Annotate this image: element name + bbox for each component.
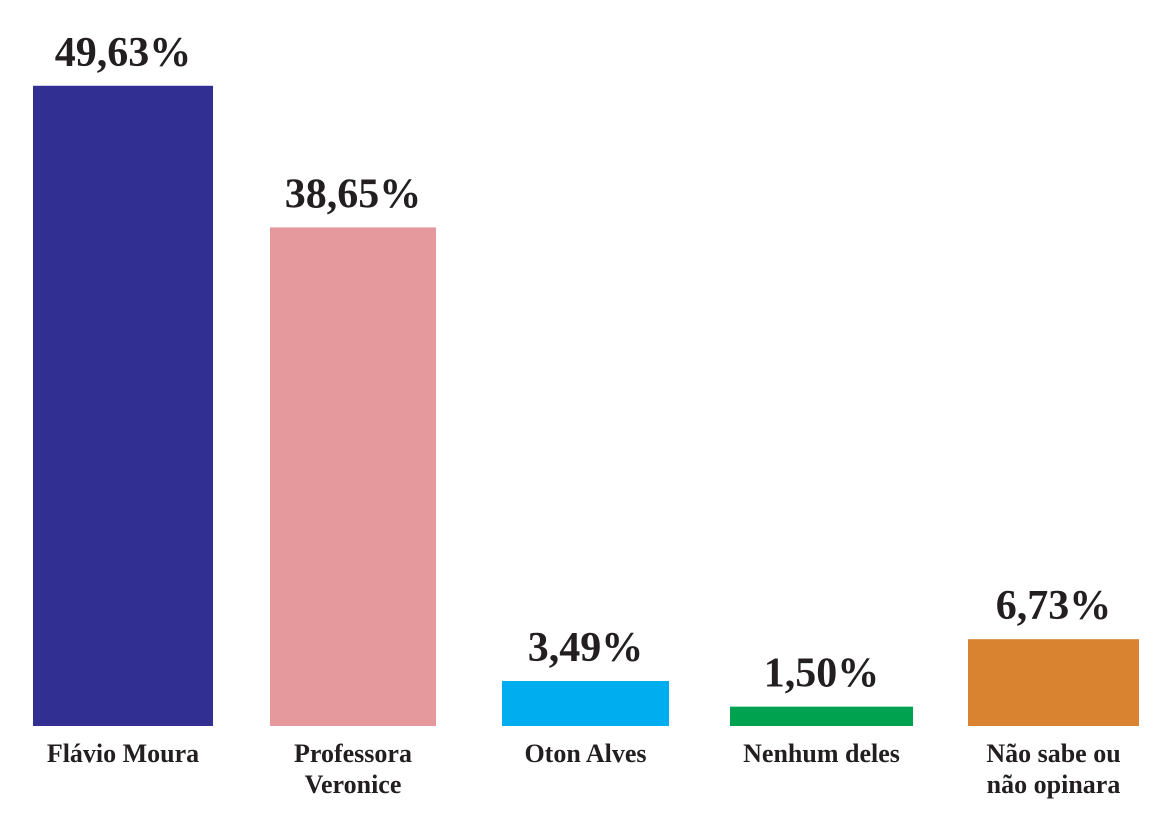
value-label-2: 3,49% (528, 625, 644, 671)
category-label-0-line-0: Flávio Moura (47, 739, 199, 768)
category-label-1: Professora Veronice (294, 739, 412, 799)
value-labels-group: 49,63% 38,65% 3,49% 1,50% 6,73% (55, 30, 1112, 697)
category-label-1-line-0: Professora (294, 739, 412, 768)
category-labels-group: Flávio Moura Professora Veronice Oton Alves… (47, 739, 1121, 799)
bar-0 (33, 85, 213, 726)
value-label-3: 1,50% (764, 651, 880, 697)
category-label-4: Não sabe ou não opinara (986, 739, 1120, 799)
category-label-3: Nenhum deles (743, 739, 900, 768)
category-label-2: Oton Alves (524, 739, 646, 768)
category-label-2-line-0: Oton Alves (524, 739, 646, 768)
bar-4 (968, 639, 1139, 726)
value-label-0: 49,63% (55, 30, 192, 76)
category-label-0: Flávio Moura (47, 739, 199, 768)
value-label-1: 38,65% (285, 171, 422, 217)
category-label-3-line-0: Nenhum deles (743, 739, 900, 768)
category-label-4-line-1: não opinara (987, 770, 1121, 799)
value-label-4: 6,73% (996, 583, 1112, 629)
bar-1 (270, 227, 436, 727)
category-label-4-line-0: Não sabe ou (986, 739, 1120, 768)
bar-2 (502, 680, 669, 726)
category-label-1-line-1: Veronice (305, 770, 402, 799)
bars-group (33, 85, 1139, 727)
bar-3 (730, 706, 913, 726)
